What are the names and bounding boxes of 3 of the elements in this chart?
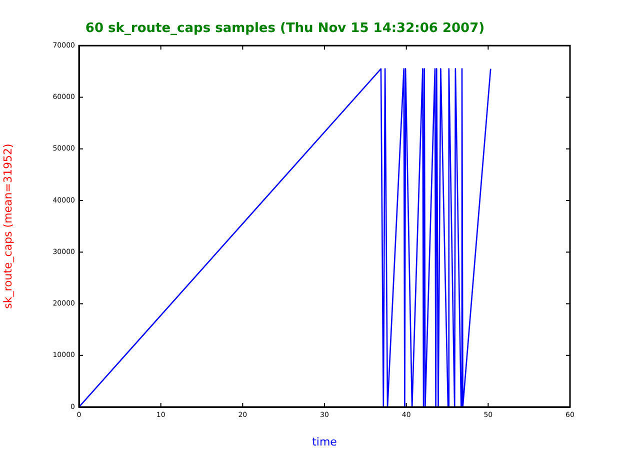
chart-title: 60 sk_route_caps samples (Thu Nov 15 14:32:06 2007) bbox=[85, 21, 485, 36]
x-axis-title: time bbox=[312, 435, 338, 448]
y-axis-title: sk_route_caps (mean=31952) bbox=[1, 144, 14, 309]
